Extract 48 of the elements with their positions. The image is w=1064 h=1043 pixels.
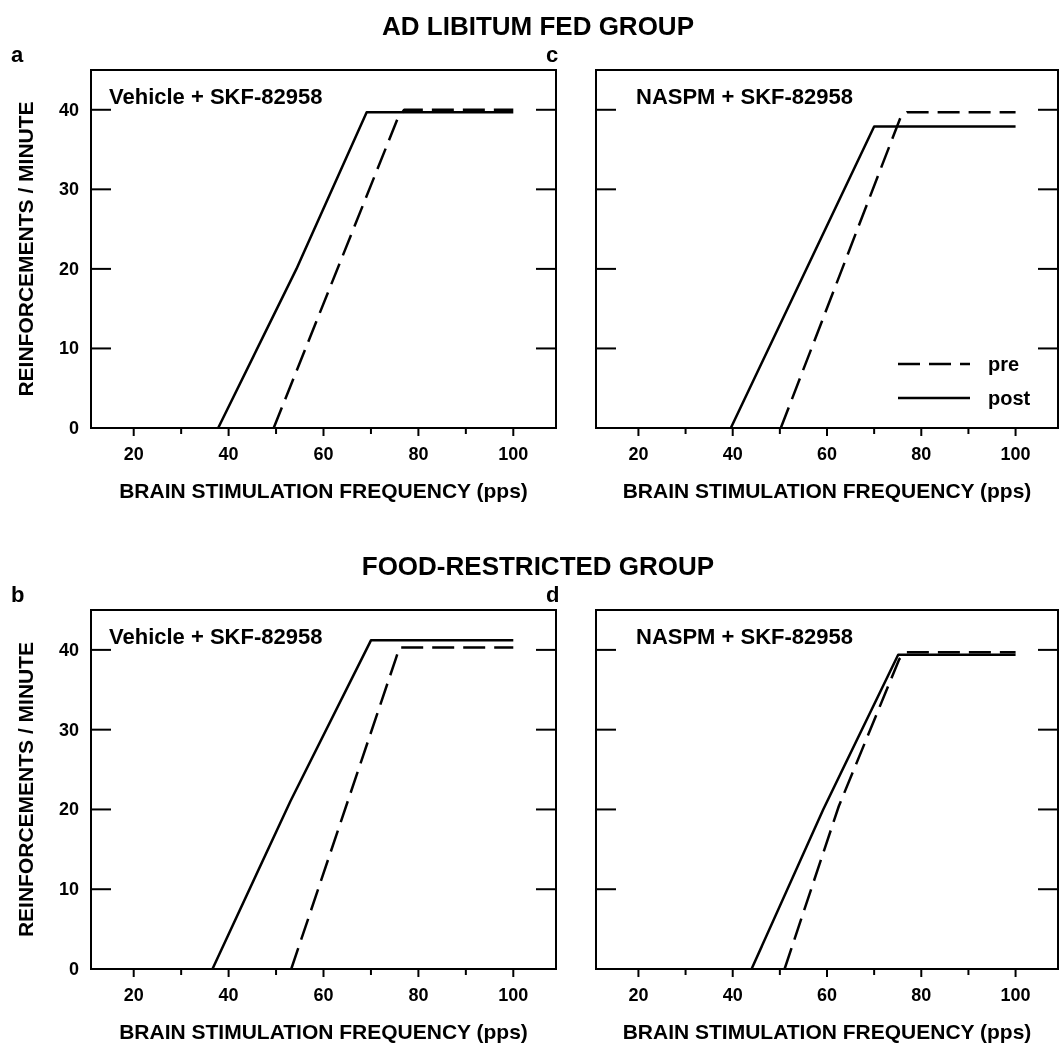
chart-title: FOOD-RESTRICTED GROUP — [361, 551, 715, 581]
x-axis-title: BRAIN STIMULATION FREQUENCY (pps) — [119, 479, 528, 502]
x-tick-label: 60 — [313, 444, 334, 464]
y-tick-label: 10 — [58, 338, 79, 359]
x-axis-title: BRAIN STIMULATION FREQUENCY (pps) — [622, 479, 1032, 502]
x-tick-label: 100 — [498, 985, 529, 1005]
y-axis-title: REINFORCEMENTS / MINUTE — [14, 641, 37, 938]
x-tick-label: 60 — [313, 985, 334, 1005]
text: b — [11, 582, 25, 607]
x-tick-label: 40 — [722, 444, 743, 464]
annotation: Vehicle + SKF-82958 — [109, 624, 323, 649]
x-tick-label: 100 — [498, 444, 529, 464]
x-tick-label: 100 — [1000, 444, 1031, 464]
x-tick-label: 40 — [218, 985, 239, 1005]
x-tick-label: 60 — [816, 444, 838, 464]
y-axis-title: REINFORCEMENTS / MINUTE — [14, 101, 37, 397]
y-tick-label: 20 — [58, 799, 79, 820]
y-tick-label: 0 — [68, 959, 79, 979]
x-tick-label: 20 — [123, 444, 144, 464]
x-tick-label: 20 — [628, 444, 649, 464]
y-tick-label: 30 — [58, 179, 79, 200]
y-tick-label: 0 — [68, 418, 79, 438]
text: c — [546, 42, 559, 67]
x-tick-label: 80 — [911, 985, 932, 1005]
x-tick-label: 40 — [722, 985, 743, 1005]
y-tick-label: 40 — [58, 639, 79, 660]
legend-label: pre — [988, 353, 1020, 375]
annotation: NASPM + SKF-82958 — [636, 84, 854, 109]
x-tick-label: 20 — [123, 985, 144, 1005]
y-tick-label: 30 — [58, 719, 79, 740]
text: a — [11, 42, 24, 67]
x-tick-label: 100 — [1000, 985, 1031, 1005]
chart-title: AD LIBITUM FED GROUP — [382, 11, 694, 41]
x-tick-label: 60 — [816, 985, 838, 1005]
annotation: Vehicle + SKF-82958 — [109, 84, 323, 109]
y-tick-label: 10 — [58, 879, 79, 900]
x-tick-label: 80 — [911, 444, 932, 464]
x-axis-title: BRAIN STIMULATION FREQUENCY (pps) — [119, 1020, 528, 1043]
y-tick-label: 40 — [58, 99, 79, 120]
x-tick-label: 80 — [408, 985, 429, 1005]
x-tick-label: 80 — [408, 444, 429, 464]
legend-label: post — [988, 387, 1031, 409]
annotation: NASPM + SKF-82958 — [636, 624, 854, 649]
x-tick-label: 20 — [628, 985, 649, 1005]
y-tick-label: 20 — [58, 258, 79, 279]
x-axis-title: BRAIN STIMULATION FREQUENCY (pps) — [622, 1020, 1032, 1043]
x-tick-label: 40 — [218, 444, 239, 464]
text: d — [546, 582, 560, 607]
